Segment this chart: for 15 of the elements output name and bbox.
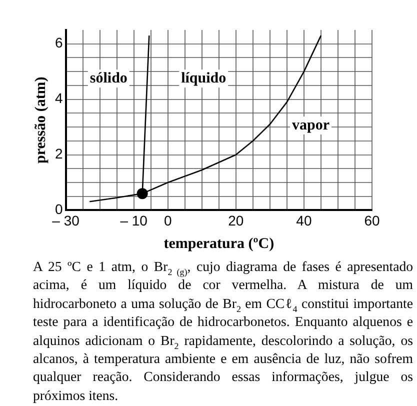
y-tick-label: 4: [54, 90, 63, 106]
x-axis-title: temperatura (ºC): [164, 236, 274, 252]
annotation: líquido: [181, 70, 226, 87]
text: A 25 ºC e 1 atm, o Br$_{2 (g)}$, cujo diagrama de fases é apresentado acima, é um líquido de cor vermelha. A mistura de um hidrocarboneto a uma solução de Br$_{2}$ em CCℓ$_{4}$ constitui importante teste para a identificação de hidrocarbonetos. Enquanto alquenos e alquinos adicionam o Br$_{2}$ rapidamente, descolorindo a solução, os alcanos, à temperatura ambiente e em ausência de luz, não sofrem qualquer reação. Considerando essas informações, julgue os próximos itens.: [33, 259, 413, 403]
y-tick-label: 6: [54, 34, 63, 51]
x-tick-label: – 10: [120, 212, 148, 228]
y-tick-label: 0: [54, 201, 63, 218]
y-tick-label: 2: [54, 146, 63, 162]
x-tick-label: 40: [296, 212, 312, 228]
x-tick-label: 60: [364, 212, 380, 228]
y-axis-title: pressão (atm): [32, 76, 49, 164]
annotation: vapor: [292, 117, 330, 134]
annotation: sólido: [90, 70, 128, 87]
x-tick-label: 0: [164, 212, 172, 228]
x-tick-label: 20: [228, 212, 244, 228]
